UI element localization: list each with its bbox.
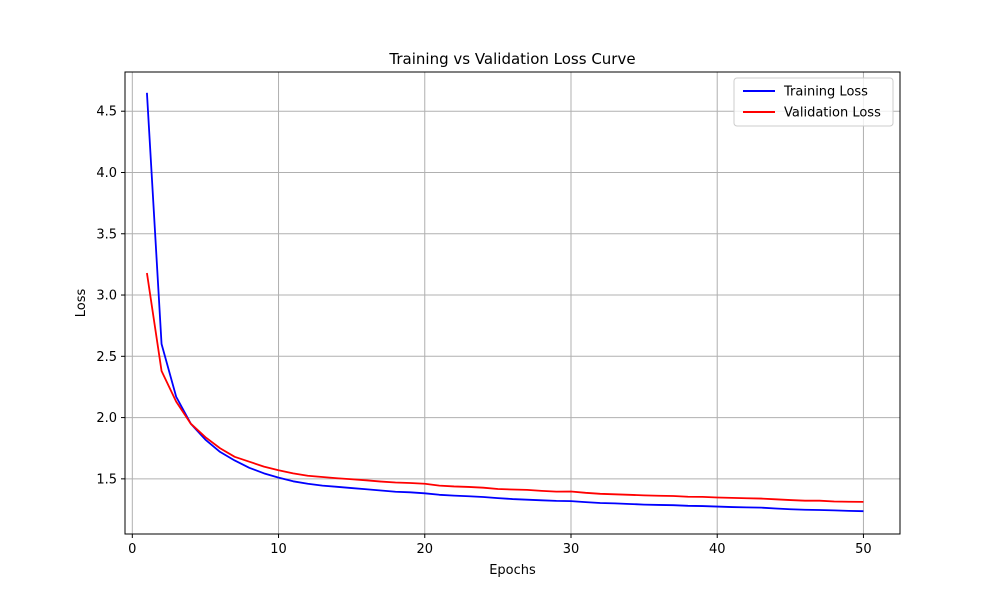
series-line-validation-loss <box>146 272 864 503</box>
y-axis: 1.5 2.0 2.5 3.0 3.5 4.0 4.5 <box>96 105 125 487</box>
y-tick-label: 2.0 <box>96 411 117 426</box>
legend-label-training-loss: Training Loss <box>783 85 868 100</box>
legend: Training Loss Validation Loss <box>733 77 894 127</box>
y-tick-label: 3.0 <box>96 289 117 304</box>
x-axis: 0 10 20 30 40 50 <box>128 534 872 557</box>
series-group <box>146 92 864 513</box>
grid <box>125 72 900 534</box>
chart-title: Training vs Validation Loss Curve <box>388 50 635 68</box>
y-tick-label: 4.5 <box>96 105 117 120</box>
y-tick-label: 3.5 <box>96 227 117 242</box>
x-tick-label: 0 <box>128 542 136 557</box>
series-line-training-loss <box>146 92 864 513</box>
plot-frame <box>124 71 901 535</box>
legend-label-validation-loss: Validation Loss <box>784 106 881 121</box>
y-tick-label: 4.0 <box>96 166 117 181</box>
x-tick-label: 50 <box>855 542 872 557</box>
x-tick-label: 30 <box>563 542 580 557</box>
x-axis-label: Epochs <box>489 563 536 578</box>
x-tick-label: 40 <box>709 542 726 557</box>
y-axis-label: Loss <box>74 289 89 318</box>
y-tick-label: 1.5 <box>96 472 117 487</box>
y-tick-label: 2.5 <box>96 350 117 365</box>
x-tick-label: 10 <box>270 542 287 557</box>
x-tick-label: 20 <box>416 542 433 557</box>
